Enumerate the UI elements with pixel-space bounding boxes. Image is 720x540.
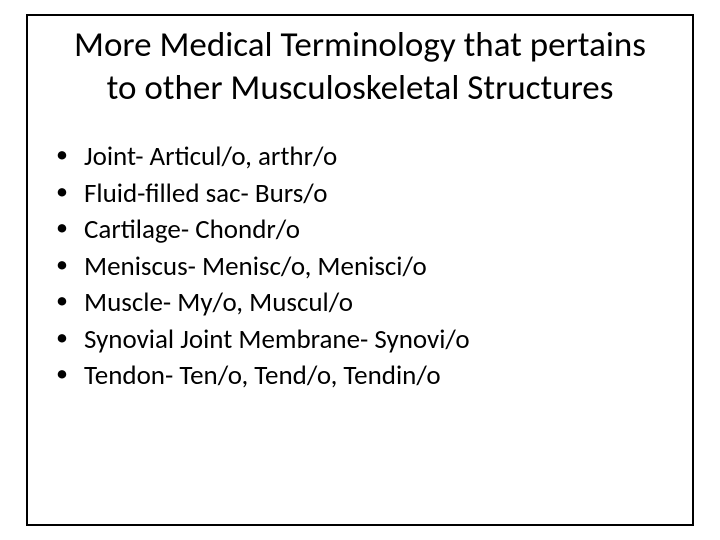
list-item: Meniscus- Menisc/o, Menisci/o: [54, 249, 692, 285]
slide-frame: More Medical Terminology that pertains t…: [26, 14, 694, 526]
list-item: Muscle- My/o, Muscul/o: [54, 285, 692, 321]
list-item: Synovial Joint Membrane- Synovi/o: [54, 322, 692, 358]
bullet-list: Joint- Articul/o, arthr/o Fluid-filled s…: [28, 123, 692, 394]
list-item: Cartilage- Chondr/o: [54, 212, 692, 248]
list-item: Fluid-filled sac- Burs/o: [54, 176, 692, 212]
list-item: Tendon- Ten/o, Tend/o, Tendin/o: [54, 358, 692, 394]
list-item: Joint- Articul/o, arthr/o: [54, 139, 692, 175]
slide-title: More Medical Terminology that pertains t…: [28, 16, 692, 123]
